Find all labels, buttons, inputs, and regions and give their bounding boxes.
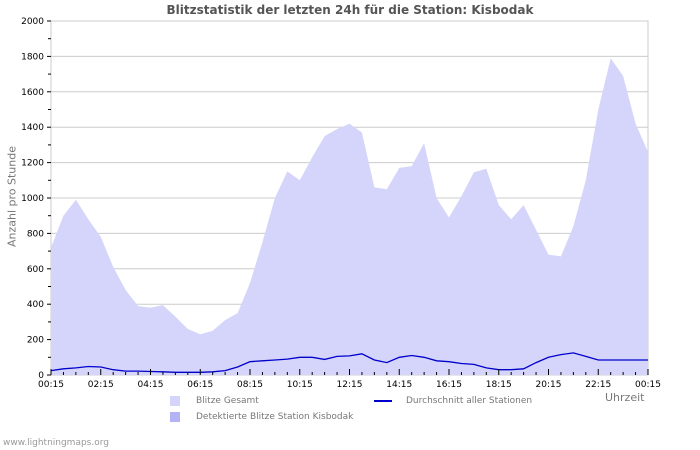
svg-text:20:15: 20:15 [536,380,562,390]
legend-swatch [170,396,180,406]
svg-text:1200: 1200 [21,159,44,169]
svg-text:600: 600 [27,265,44,275]
svg-text:04:15: 04:15 [138,380,164,390]
y-axis-label: Anzahl pro Stunde [5,146,19,248]
svg-text:12:15: 12:15 [337,380,363,390]
legend-item-detektierte-blitze: Detektierte Blitze Station Kisbodak [170,412,353,422]
svg-text:1600: 1600 [21,88,44,98]
svg-text:10:15: 10:15 [287,380,313,390]
footer-link[interactable]: www.lightningmaps.org [3,438,109,448]
legend-item-blitze-gesamt: Blitze Gesamt [170,396,259,406]
svg-text:16:15: 16:15 [436,380,462,390]
svg-text:02:15: 02:15 [88,380,114,390]
svg-text:22:15: 22:15 [585,380,611,390]
svg-text:800: 800 [27,229,44,239]
svg-text:2000: 2000 [21,17,44,27]
svg-text:0: 0 [38,371,44,381]
svg-text:08:15: 08:15 [237,380,263,390]
x-axis-label: Uhrzeit [605,391,645,404]
svg-text:18:15: 18:15 [486,380,512,390]
legend-item-durchschnitt: Durchschnitt aller Stationen [374,396,532,406]
svg-text:200: 200 [27,336,44,346]
svg-text:14:15: 14:15 [386,380,412,390]
svg-text:1000: 1000 [21,194,44,204]
svg-text:00:15: 00:15 [38,380,64,390]
legend-line [374,400,392,402]
svg-text:00:15: 00:15 [635,380,661,390]
legend-swatch [170,412,180,422]
svg-text:1400: 1400 [21,123,44,133]
svg-text:06:15: 06:15 [187,380,213,390]
svg-text:1800: 1800 [21,52,44,62]
chart-title: Blitzstatistik der letzten 24h für die S… [166,3,534,17]
svg-text:400: 400 [27,300,44,310]
